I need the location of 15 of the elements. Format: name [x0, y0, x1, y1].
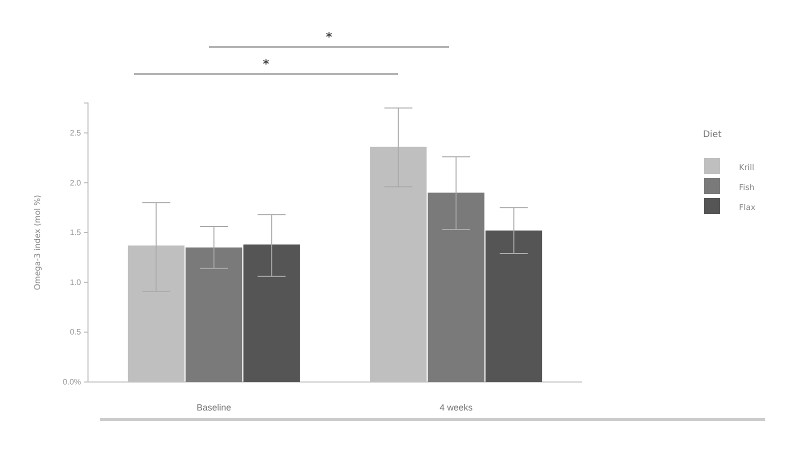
text: *: [262, 57, 270, 71]
y-axis-title: Omega-3 index (mol %): [33, 194, 42, 290]
legend-label: Fish: [739, 183, 754, 192]
legend-label: Krill: [739, 163, 754, 172]
x-tick-label: Baseline: [196, 402, 232, 412]
y-tick-label: 1.0: [70, 278, 82, 287]
text: *: [326, 30, 333, 44]
y-tick-label: 0.5: [70, 328, 82, 337]
y-tick-label: 0.0%: [62, 378, 81, 387]
legend-label: Flax: [739, 203, 756, 212]
x-tick-label: 4 weeks: [440, 402, 474, 412]
y-tick-label: 1.5: [70, 228, 82, 238]
y-tick-label: 2.0: [70, 178, 82, 188]
legend-title: Diet: [703, 130, 722, 140]
y-tick-label: 2.5: [70, 128, 82, 138]
